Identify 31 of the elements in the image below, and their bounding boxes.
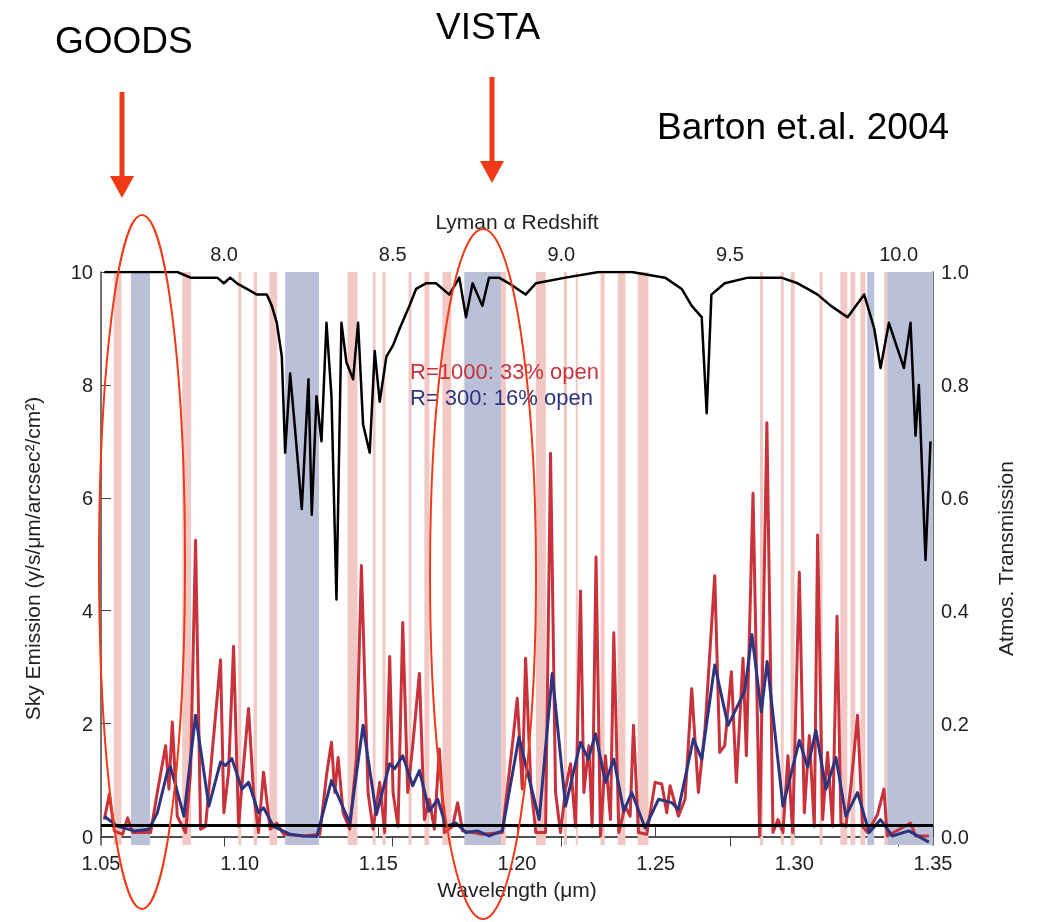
y2-tick-label: 1.0 [941, 261, 969, 283]
x-tick-label: 1.10 [220, 852, 260, 874]
y-axis-title: Sky Emission (γ/s/μm/arcsec²/cm²) [21, 396, 44, 721]
y-tick-label: 8 [81, 373, 93, 396]
y2-tick-label: 0.0 [941, 825, 969, 848]
x2-tick-label: 8.5 [378, 243, 407, 265]
y-tick-label: 6 [81, 486, 93, 509]
y2-tick-label: 0.2 [941, 712, 969, 735]
y-tick-label: 4 [81, 599, 93, 622]
x-tick-label: 1.25 [636, 852, 676, 874]
text: VISTA [436, 6, 541, 47]
text: Barton et.al. 2004 [657, 106, 950, 147]
x2-tick-label: 8.0 [210, 243, 238, 265]
x2-tick-label: 10.0 [879, 243, 919, 265]
y2-tick-label: 0.6 [941, 486, 969, 509]
y-tick-label: 2 [81, 712, 93, 735]
y2-tick-label: 0.8 [941, 373, 969, 396]
y-tick-label: 0 [81, 825, 93, 848]
y-tick-label: 10 [70, 261, 93, 283]
x-tick-label: 1.05 [81, 852, 121, 874]
text: GOODS [55, 20, 193, 61]
x2-tick-label: 9.0 [547, 243, 576, 265]
x-tick-label: 1.15 [358, 852, 398, 874]
x2-axis-title: Lyman α Redshift [435, 210, 599, 233]
line-series [103, 270, 932, 601]
line-series [102, 632, 931, 844]
y2-tick-label: 0.4 [941, 599, 969, 622]
x2-tick-label: 9.5 [716, 243, 744, 265]
y2-axis-title: Atmos. Transmission [994, 461, 1017, 656]
x-tick-label: 1.30 [774, 852, 814, 874]
x-tick-label: 1.35 [913, 852, 953, 874]
